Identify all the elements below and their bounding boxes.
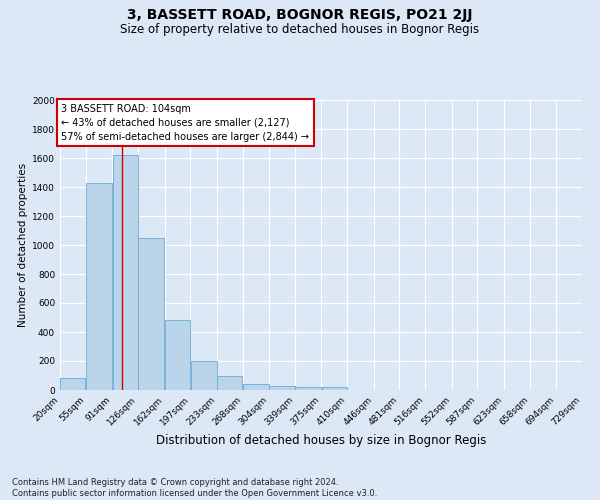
Text: 3, BASSETT ROAD, BOGNOR REGIS, PO21 2JJ: 3, BASSETT ROAD, BOGNOR REGIS, PO21 2JJ: [127, 8, 473, 22]
Bar: [139, 238, 164, 390]
Bar: [191, 361, 217, 390]
Bar: [217, 376, 242, 390]
Bar: [60, 378, 85, 390]
Bar: [322, 388, 347, 390]
Bar: [113, 155, 138, 390]
Text: Contains HM Land Registry data © Crown copyright and database right 2024.
Contai: Contains HM Land Registry data © Crown c…: [12, 478, 377, 498]
Y-axis label: Number of detached properties: Number of detached properties: [18, 163, 28, 327]
Bar: [295, 387, 321, 390]
X-axis label: Distribution of detached houses by size in Bognor Regis: Distribution of detached houses by size …: [156, 434, 486, 447]
Text: Size of property relative to detached houses in Bognor Regis: Size of property relative to detached ho…: [121, 22, 479, 36]
Bar: [269, 386, 295, 390]
Bar: [86, 182, 112, 390]
Text: 3 BASSETT ROAD: 104sqm
← 43% of detached houses are smaller (2,127)
57% of semi-: 3 BASSETT ROAD: 104sqm ← 43% of detached…: [61, 104, 310, 142]
Bar: [165, 320, 190, 390]
Bar: [243, 384, 269, 390]
